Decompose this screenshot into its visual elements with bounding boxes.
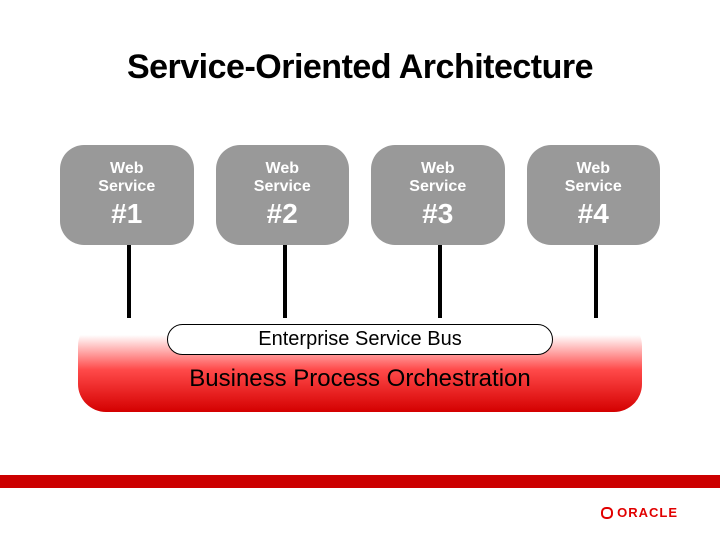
oracle-o-icon	[601, 507, 613, 519]
orchestration-text: Business Process Orchestration	[189, 365, 530, 393]
service-label: WebService	[254, 160, 311, 197]
slide-title: Service-Oriented Architecture	[0, 48, 720, 87]
service-number: #3	[422, 198, 453, 230]
service-box-1: WebService#1	[60, 145, 194, 245]
connector-2	[283, 245, 287, 325]
connector-3	[438, 245, 442, 325]
service-label: WebService	[565, 160, 622, 197]
service-label: WebService	[409, 160, 466, 197]
service-number: #1	[111, 198, 142, 230]
oracle-logo-text: ORACLE	[617, 505, 678, 520]
oracle-logo: ORACLE	[601, 505, 678, 520]
connector-4	[594, 245, 598, 325]
service-box-2: WebService#2	[216, 145, 350, 245]
service-box-3: WebService#3	[371, 145, 505, 245]
esb-box: Enterprise Service Bus	[167, 324, 552, 355]
service-label: WebService	[98, 160, 155, 197]
service-number: #2	[267, 198, 298, 230]
orchestration-box: Enterprise Service Bus Business Process …	[78, 318, 642, 412]
services-row: WebService#1WebService#2WebService#3WebS…	[60, 145, 660, 245]
service-number: #4	[578, 198, 609, 230]
slide: Service-Oriented Architecture WebService…	[0, 0, 720, 540]
service-box-4: WebService#4	[527, 145, 661, 245]
connector-1	[127, 245, 131, 325]
footer-red-bar	[0, 475, 720, 488]
